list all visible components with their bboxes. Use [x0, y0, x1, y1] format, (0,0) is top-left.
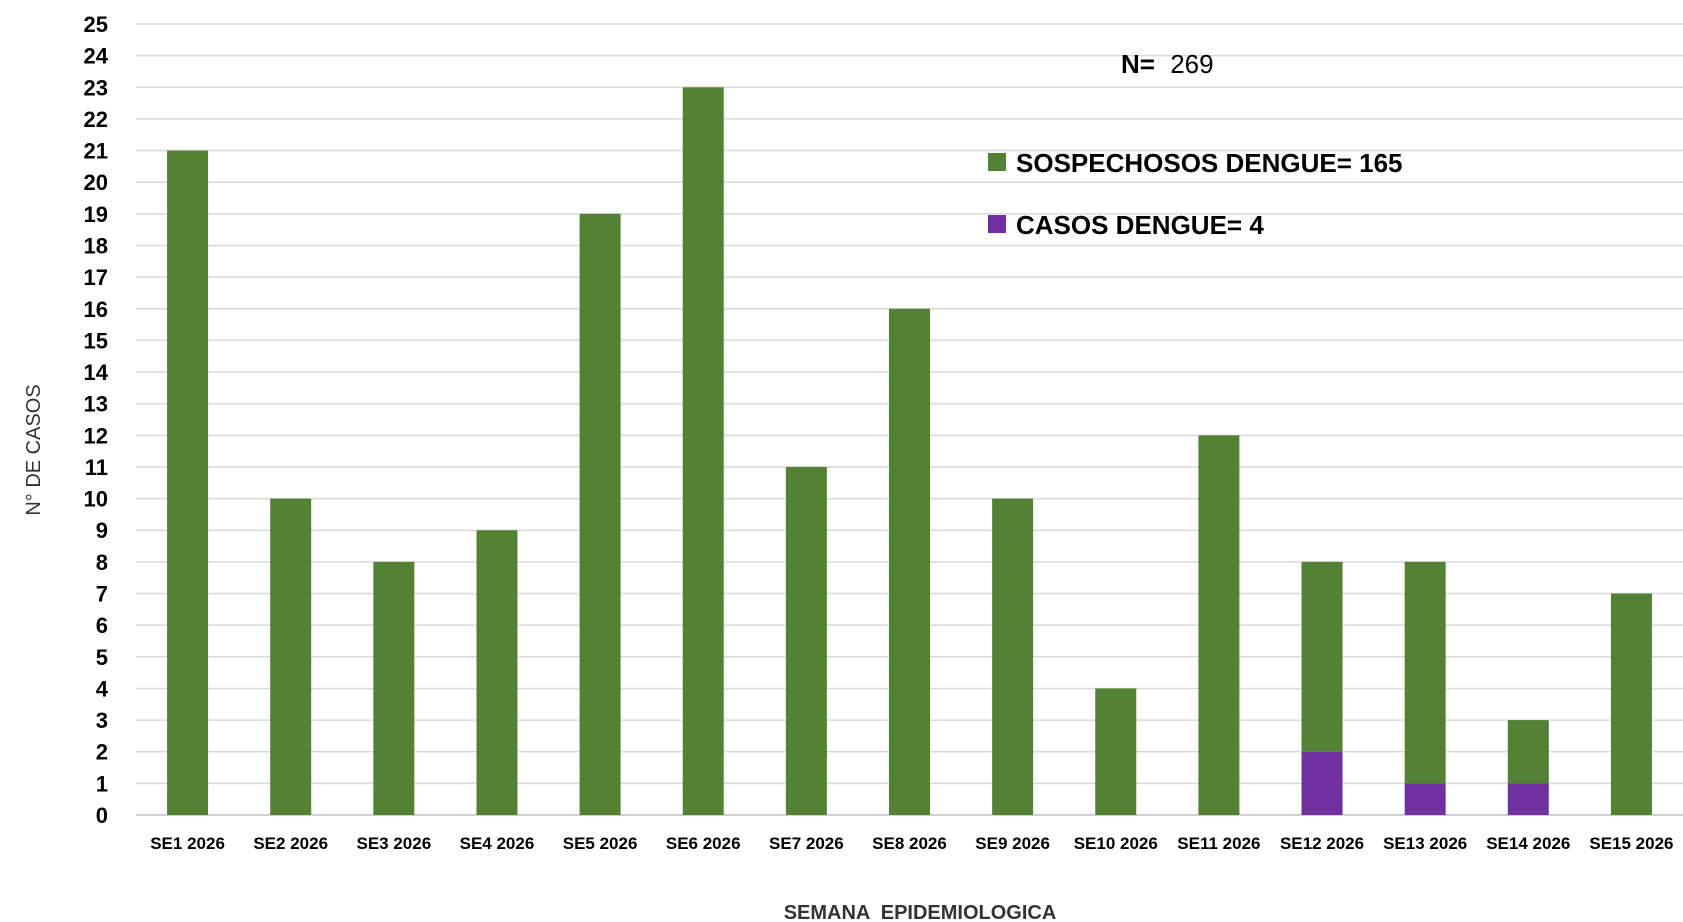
y-tick-label: 4	[96, 676, 109, 701]
y-axis-title: N° DE CASOS	[23, 384, 45, 515]
bar-segment	[1301, 751, 1343, 815]
y-tick-label: 21	[84, 139, 108, 164]
x-axis-title: SEMANA EPIDEMIOLOGICA	[784, 902, 1057, 922]
x-tick-label: SE14 2026	[1486, 834, 1570, 853]
x-tick-label: SE7 2026	[769, 834, 844, 853]
bar-segment	[1198, 435, 1240, 815]
y-tick-label: 0	[96, 803, 108, 828]
x-tick-label: SE4 2026	[460, 834, 535, 853]
bar-segment	[1095, 688, 1137, 815]
y-tick-label: 10	[84, 487, 108, 512]
x-tick-label: SE8 2026	[872, 834, 947, 853]
y-tick-label: 17	[84, 265, 108, 290]
x-tick-label: SE6 2026	[666, 834, 741, 853]
bar-segment	[889, 308, 930, 815]
n-annotation-value: 269	[1170, 49, 1213, 79]
x-tick-label: SE10 2026	[1074, 834, 1158, 853]
x-tick-label: SE12 2026	[1280, 834, 1364, 853]
bar-segment	[373, 561, 415, 815]
y-tick-label: 5	[96, 645, 108, 670]
x-tick-label: SE11 2026	[1177, 834, 1260, 853]
y-tick-labels: 0123456789101112131415161718192021222324…	[84, 12, 109, 828]
bar-segment	[1404, 783, 1446, 815]
y-tick-label: 14	[84, 360, 109, 385]
bar-segment	[167, 150, 209, 815]
bar-segment	[1404, 561, 1446, 784]
y-tick-label: 3	[96, 708, 108, 733]
y-tick-label: 24	[84, 44, 109, 69]
bar-segment	[785, 466, 827, 815]
y-tick-label: 20	[84, 170, 108, 195]
x-tick-labels: SE1 2026 SE2 2026 SE3 2026 SE4 2026 SE5 2026…	[150, 834, 1673, 853]
bar-segment	[992, 498, 1034, 815]
y-tick-label: 22	[84, 107, 108, 132]
x-tick-label: SE15 2026	[1589, 834, 1673, 853]
legend-swatch	[988, 215, 1006, 233]
y-tick-label: 8	[96, 550, 108, 575]
legend-swatch	[988, 153, 1006, 171]
x-tick-label: SE1 2026	[150, 834, 225, 853]
y-tick-label: 6	[96, 613, 108, 638]
y-tick-label: 18	[84, 233, 108, 258]
bar-segment	[1507, 783, 1549, 815]
y-tick-label: 25	[84, 12, 108, 37]
legend-label: SOSPECHOSOS DENGUE= 165	[1016, 148, 1403, 178]
y-tick-label: 15	[84, 328, 108, 353]
legend: SOSPECHOSOS DENGUE= 165 CASOS DENGUE= 4	[988, 148, 1403, 240]
y-tick-label: 16	[84, 297, 108, 322]
x-tick-label: SE9 2026	[975, 834, 1050, 853]
n-annotation-label: N=	[1121, 49, 1155, 79]
y-tick-label: 11	[85, 455, 108, 480]
bar-segment	[1610, 593, 1652, 815]
x-tick-label: SE2 2026	[253, 834, 328, 853]
n-annotation: N= 269	[1121, 49, 1214, 79]
y-tick-label: 2	[96, 740, 108, 765]
bars	[167, 87, 1652, 816]
x-tick-label: SE5 2026	[563, 834, 638, 853]
bar-segment	[1301, 561, 1343, 752]
svg-text:N= 269: N= 269	[1121, 49, 1214, 79]
y-tick-label: 12	[84, 423, 108, 448]
y-tick-label: 23	[84, 75, 108, 100]
y-tick-label: 9	[96, 518, 108, 543]
y-tick-label: 1	[96, 771, 108, 796]
y-tick-label: 13	[84, 392, 108, 417]
bar-segment	[682, 87, 724, 815]
bar-segment	[476, 530, 518, 815]
legend-label: CASOS DENGUE= 4	[1016, 210, 1264, 240]
bar-segment	[1507, 720, 1549, 784]
y-tick-label: 19	[84, 202, 108, 227]
y-tick-label: 7	[96, 582, 108, 607]
bar-segment	[270, 498, 312, 815]
x-tick-label: SE3 2026	[356, 834, 431, 853]
x-tick-label: SE13 2026	[1383, 834, 1467, 853]
bar-segment	[579, 213, 621, 816]
